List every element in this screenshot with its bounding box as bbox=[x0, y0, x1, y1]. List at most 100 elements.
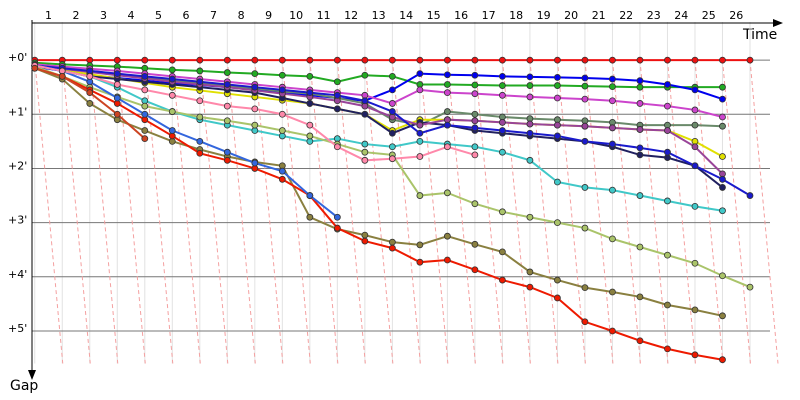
series-point bbox=[168, 127, 176, 134]
series-point bbox=[361, 237, 369, 245]
series-point bbox=[746, 283, 754, 291]
series-point bbox=[416, 56, 424, 64]
time-line bbox=[61, 60, 91, 364]
series-point bbox=[278, 110, 286, 118]
series-point bbox=[196, 56, 204, 64]
series-point bbox=[141, 110, 149, 118]
series-point bbox=[691, 306, 699, 314]
series-point bbox=[443, 256, 451, 264]
series-point bbox=[471, 117, 479, 125]
series-point bbox=[691, 202, 699, 210]
series-point bbox=[361, 148, 369, 156]
series-point bbox=[443, 189, 451, 197]
series-point bbox=[388, 86, 396, 94]
series-point bbox=[141, 127, 149, 134]
series-point bbox=[416, 70, 424, 78]
time-line bbox=[309, 60, 339, 364]
series-point bbox=[526, 129, 534, 137]
series-point bbox=[251, 56, 259, 64]
series-point bbox=[499, 148, 506, 156]
series-point bbox=[526, 213, 534, 221]
series-point bbox=[719, 153, 726, 160]
series-point bbox=[554, 82, 561, 89]
series-point bbox=[223, 56, 231, 64]
series-point bbox=[388, 72, 396, 80]
series-point bbox=[251, 159, 259, 167]
series-point bbox=[223, 69, 231, 76]
series-point bbox=[306, 56, 314, 64]
series-point bbox=[554, 94, 561, 102]
series-point bbox=[719, 113, 726, 121]
series-point bbox=[609, 75, 616, 83]
series-point bbox=[168, 108, 176, 115]
x-tick-label: 6 bbox=[183, 9, 190, 22]
series-point bbox=[499, 208, 506, 216]
series-point bbox=[526, 82, 534, 89]
x-tick-label: 11 bbox=[317, 9, 331, 22]
series-point bbox=[388, 129, 396, 137]
series-point bbox=[554, 121, 561, 129]
time-line bbox=[226, 60, 256, 364]
series-point bbox=[306, 89, 314, 97]
time-line bbox=[364, 60, 394, 364]
series-point bbox=[223, 117, 231, 125]
series-line bbox=[34, 64, 724, 189]
series-point bbox=[223, 156, 231, 164]
series-point bbox=[554, 74, 561, 81]
series-point bbox=[443, 56, 451, 64]
series-point bbox=[526, 283, 534, 291]
series-point bbox=[664, 56, 671, 64]
series-line bbox=[34, 65, 723, 102]
series-point bbox=[719, 356, 726, 364]
series-point bbox=[113, 70, 121, 78]
series-point bbox=[471, 71, 479, 79]
y-tick-label: +3' bbox=[8, 214, 27, 227]
series-point bbox=[443, 71, 451, 79]
series-point bbox=[664, 148, 671, 156]
series-point bbox=[113, 110, 121, 118]
series-point bbox=[416, 86, 424, 94]
series-point bbox=[443, 143, 451, 151]
series-point bbox=[554, 294, 561, 302]
x-tick-label: 1 bbox=[45, 9, 52, 22]
series-point bbox=[471, 240, 479, 248]
series-point bbox=[416, 137, 424, 145]
series-point bbox=[471, 90, 479, 98]
series-point bbox=[636, 243, 644, 251]
series-point bbox=[361, 71, 369, 79]
series-point bbox=[443, 232, 451, 240]
series-point bbox=[609, 186, 616, 194]
time-line bbox=[639, 60, 669, 364]
series-point bbox=[609, 140, 616, 148]
y-axis-label: Gap bbox=[10, 378, 38, 394]
series-point bbox=[306, 100, 314, 107]
series-point bbox=[471, 124, 479, 132]
series-point bbox=[471, 143, 479, 151]
x-tick-label: 20 bbox=[564, 9, 578, 22]
series-point bbox=[691, 56, 699, 64]
series-point bbox=[499, 276, 506, 284]
series-point bbox=[554, 56, 561, 64]
series-point bbox=[278, 167, 286, 175]
series-point bbox=[168, 56, 176, 64]
series-point bbox=[278, 71, 286, 79]
series-point bbox=[278, 86, 286, 94]
series-point bbox=[141, 135, 149, 143]
series-point bbox=[691, 143, 699, 151]
series-point bbox=[31, 64, 39, 72]
series-line bbox=[34, 67, 723, 361]
x-tick-label: 13 bbox=[372, 9, 386, 22]
series-point bbox=[443, 121, 451, 129]
series-point bbox=[581, 284, 589, 292]
series-point bbox=[223, 148, 231, 156]
series-point bbox=[333, 213, 341, 221]
series-point bbox=[471, 200, 479, 208]
series-point bbox=[86, 89, 94, 97]
series-point bbox=[691, 351, 699, 359]
series-point bbox=[443, 89, 451, 97]
series-point bbox=[719, 175, 726, 183]
series-point bbox=[168, 75, 176, 83]
y-axis-arrow bbox=[28, 370, 36, 380]
series-point bbox=[664, 102, 671, 110]
series-point bbox=[306, 121, 314, 129]
